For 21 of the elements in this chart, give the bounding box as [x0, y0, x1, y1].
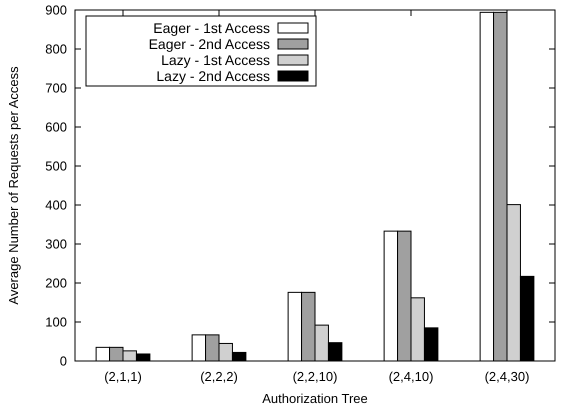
y-tick-label: 600 — [45, 120, 67, 135]
x-axis-title: Authorization Tree — [262, 391, 368, 406]
y-tick-label: 900 — [45, 2, 67, 18]
y-tick-label: 800 — [45, 42, 67, 57]
x-tick-label: (2,2,10) — [292, 369, 338, 384]
x-tick-label: (2,4,30) — [484, 369, 530, 384]
y-tick-label: 0 — [60, 354, 67, 369]
x-tick-label: (2,4,10) — [388, 369, 434, 384]
x-tick-label: (2,1,1) — [104, 369, 142, 384]
y-tick-label: 300 — [45, 236, 67, 252]
y-tick-label: 200 — [45, 276, 67, 291]
legend-label: Lazy - 2nd Access — [156, 68, 270, 84]
y-tick-label: 700 — [45, 80, 67, 96]
y-axis-title: Average Number of Requests per Access — [6, 66, 21, 305]
legend-label: Eager - 1st Access — [153, 20, 270, 36]
y-tick-label: 500 — [45, 158, 67, 174]
legend-label: Eager - 2nd Access — [148, 36, 270, 52]
y-tick-label: 100 — [45, 314, 67, 330]
x-tick-label: (2,2,2) — [200, 369, 238, 384]
y-tick-label: 400 — [45, 198, 67, 213]
legend-label: Lazy - 1st Access — [161, 52, 270, 68]
